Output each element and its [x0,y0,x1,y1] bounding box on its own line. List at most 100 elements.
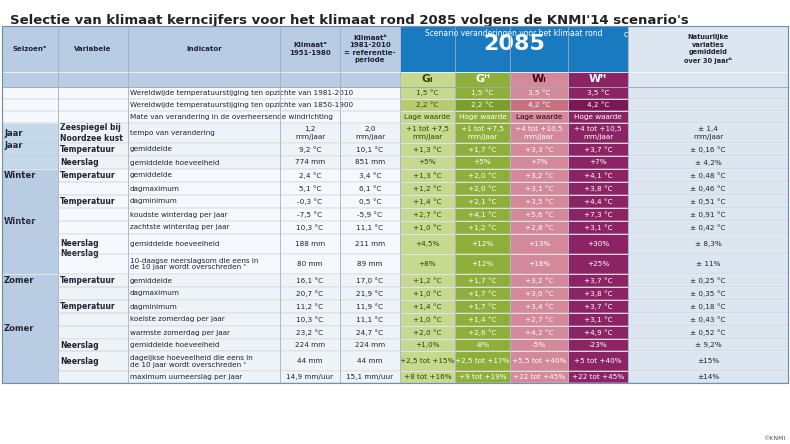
Text: -8%: -8% [476,342,490,348]
Bar [568,111,628,123]
Bar [628,143,788,156]
Text: Temperatuur: Temperatuur [60,302,115,311]
Bar [455,208,510,221]
Text: Temperatuur: Temperatuur [60,145,115,154]
Text: +8 tot +16%: +8 tot +16% [404,374,451,380]
Text: 11,9 °C: 11,9 °C [356,303,384,310]
Text: +4,1 °C: +4,1 °C [468,211,497,218]
Text: Wᴴ: Wᴴ [589,75,607,84]
Text: Klimaatᵃ
1951-1980: Klimaatᵃ 1951-1980 [289,42,331,56]
Text: +1,0 °C: +1,0 °C [413,224,442,231]
Text: 10,3 °C: 10,3 °C [296,224,324,231]
Bar [510,87,568,99]
Text: +3,7 °C: +3,7 °C [584,303,612,310]
Text: Scenario veranderingen voor het klimaat rond: Scenario veranderingen voor het klimaat … [425,29,603,39]
Text: +5,5 tot +40%: +5,5 tot +40% [512,358,566,364]
Text: +3,1 °C: +3,1 °C [525,185,553,192]
Text: 0,5 °C: 0,5 °C [359,198,382,205]
Text: +1,2 °C: +1,2 °C [413,185,442,192]
Text: +3,3 °C: +3,3 °C [525,146,553,153]
Text: ± 1,4
mm/jaar: ± 1,4 mm/jaar [693,127,723,139]
Bar [568,169,628,182]
Text: 9,2 °C: 9,2 °C [299,146,322,153]
Bar [510,195,568,208]
Text: 851 mm: 851 mm [355,159,385,166]
Text: Wereldwijde temperatuurstijging ten opzichte van 1850-1900: Wereldwijde temperatuurstijging ten opzi… [130,102,353,108]
Text: koelste zomerdag per jaar: koelste zomerdag per jaar [130,317,224,322]
Text: ± 0,91 °C: ± 0,91 °C [690,211,726,218]
Text: +1,4 °C: +1,4 °C [468,316,497,323]
Bar [400,143,455,156]
Bar [400,313,455,326]
Text: +30%: +30% [587,241,609,247]
Text: +1,7 °C: +1,7 °C [468,146,497,153]
Text: +3,7 °C: +3,7 °C [584,277,612,284]
Bar [628,156,788,169]
Bar [2,274,58,287]
Text: +2,0 °C: +2,0 °C [468,185,497,192]
Bar [2,123,58,169]
Bar [2,169,58,182]
Text: 211 mm: 211 mm [355,241,385,247]
Bar [568,371,628,383]
Text: +3,5 °C: +3,5 °C [525,198,553,205]
Text: 2,2 °C: 2,2 °C [416,102,438,108]
Bar [628,234,788,254]
Bar [2,313,788,326]
Bar [628,26,788,87]
Text: +2,5 tot +15%: +2,5 tot +15% [401,358,455,364]
Bar [58,339,128,383]
Text: +1,0%: +1,0% [416,342,440,348]
Text: gemiddelde hoeveelheid: gemiddelde hoeveelheid [130,241,220,247]
Text: +9 tot +19%: +9 tot +19% [459,374,506,380]
Text: +5,6 °C: +5,6 °C [525,211,553,218]
Text: +22 tot +45%: +22 tot +45% [513,374,565,380]
Text: Klimaatᵇ
1981-2010
= referentie-
periode: Klimaatᵇ 1981-2010 = referentie- periode [344,35,396,63]
Text: +1,3 °C: +1,3 °C [413,172,442,179]
Text: +8%: +8% [419,261,436,267]
Text: 1,2
mm/jaar: 1,2 mm/jaar [295,127,325,139]
Text: Zomer: Zomer [4,324,35,333]
Bar [400,182,455,195]
Text: Wereldwijde temperatuurstijging ten opzichte van 1981-2010: Wereldwijde temperatuurstijging ten opzi… [130,90,353,96]
Bar [2,300,788,313]
Bar [510,339,568,351]
Text: +4,9 °C: +4,9 °C [584,329,612,336]
Text: gemiddelde hoeveelheid: gemiddelde hoeveelheid [130,342,220,348]
Text: 21,9 °C: 21,9 °C [356,290,384,297]
Text: +1,0 °C: +1,0 °C [413,290,442,297]
Text: 14,9 mm/uur: 14,9 mm/uur [287,374,333,380]
Text: +3,0 °C: +3,0 °C [525,290,553,297]
Text: +3,4 °C: +3,4 °C [525,303,553,310]
Text: ± 0,16 °C: ± 0,16 °C [690,146,726,153]
Bar [510,156,568,169]
Bar [2,254,788,274]
Text: 44 mm: 44 mm [357,358,382,364]
Text: koudste winterdag per jaar: koudste winterdag per jaar [130,211,228,218]
Bar [510,111,568,123]
Text: ± 9,2%: ± 9,2% [694,342,721,348]
Text: +18%: +18% [528,261,550,267]
Text: Lage waarde: Lage waarde [404,114,450,120]
Bar [2,87,788,99]
Bar [400,87,455,99]
Text: Natuurlijke
variaties
gemiddeld
over 30 jaarᵇ: Natuurlijke variaties gemiddeld over 30 … [684,34,732,64]
Text: 11,1 °C: 11,1 °C [356,316,384,323]
Text: ± 0,18 °C: ± 0,18 °C [690,303,726,310]
Bar [628,371,788,383]
Bar [510,234,568,254]
Bar [2,143,788,156]
Bar [455,111,510,123]
Bar [400,72,455,87]
Text: ± 11%: ± 11% [696,261,720,267]
Bar [628,169,788,182]
Bar [455,326,510,339]
Text: gemiddelde: gemiddelde [130,173,173,178]
Bar [568,208,628,221]
Text: +25%: +25% [587,261,609,267]
Text: Gᴴ: Gᴴ [475,75,490,84]
Text: +2,0 °C: +2,0 °C [413,329,442,336]
Bar [510,351,568,371]
Bar [2,182,788,195]
Text: 4,2 °C: 4,2 °C [587,102,609,108]
